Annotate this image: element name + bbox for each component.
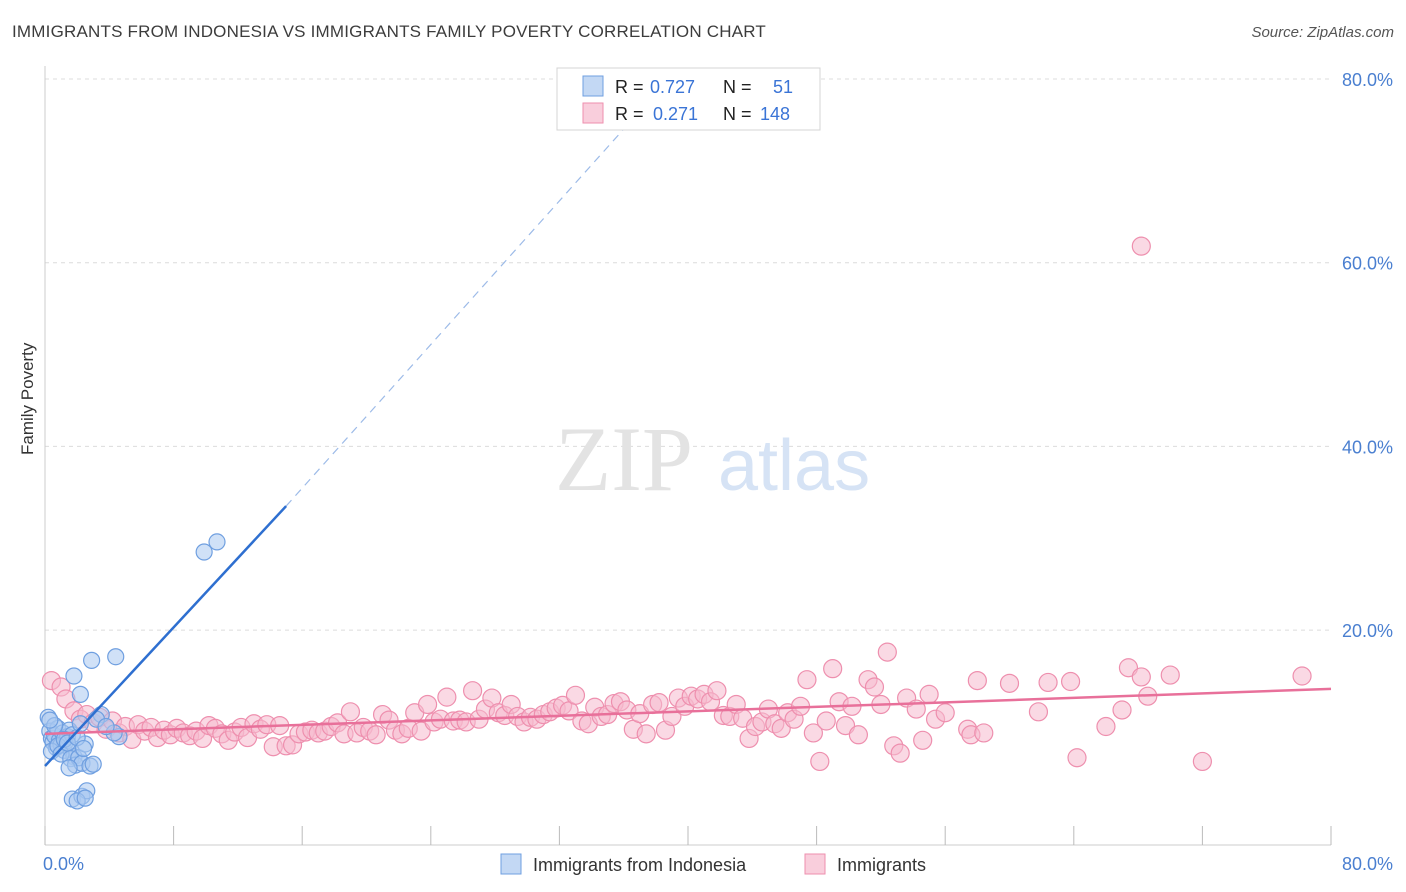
data-point [366,725,386,745]
legend: R = 0.727 N = 51 R = 0.271 N = 148 [556,67,821,131]
data-point [1292,666,1312,686]
data-point [83,651,101,669]
x-tick-label: 0.0% [43,854,84,874]
data-point [823,659,843,679]
data-point [1131,236,1151,256]
trend-layer [44,110,1332,767]
data-point [1060,671,1081,692]
data-point [1038,672,1058,693]
legend-r-value: 0.727 [650,77,695,97]
data-point [890,743,910,763]
data-point [1028,702,1049,722]
y-tick-label: 60.0% [1342,254,1393,274]
x-tick-label: 80.0% [1342,854,1393,874]
data-point [107,648,125,666]
y-tick-label: 80.0% [1342,70,1393,90]
data-point [1160,665,1180,685]
bottom-legend-swatch-immigrants [804,853,826,875]
data-point [913,730,933,750]
data-point [636,724,656,744]
data-point [76,789,94,807]
data-point [417,694,438,715]
data-point [208,533,226,551]
data-point [437,687,457,707]
data-point [565,685,586,705]
legend-r-value: 0.271 [653,104,698,124]
trend-line-indonesia-extension [285,110,641,507]
data-point [71,685,89,703]
grid-layer [45,78,1331,631]
series-immigrants [41,236,1312,772]
data-point [1131,667,1151,687]
data-point [816,711,836,731]
data-point [1112,700,1132,720]
data-point [707,681,727,701]
bottom-legend-label-indonesia: Immigrants from Indonesia [533,855,747,875]
legend-n-value: 148 [760,104,790,124]
legend-n-label: N = [723,104,752,124]
trend-line-immigrants [44,687,1332,736]
data-point [60,759,78,777]
data-point [803,723,823,743]
data-point [1096,716,1116,737]
chart-title: IMMIGRANTS FROM INDONESIA VS IMMIGRANTS … [12,22,766,41]
legend-n-label: N = [723,77,752,97]
data-point [84,755,102,773]
y-tick-label: 20.0% [1342,621,1393,641]
data-point [1192,751,1213,772]
data-point [41,711,59,729]
data-point [877,642,897,662]
legend-r-label: R = [615,77,644,97]
data-point [967,670,987,691]
trend-line-indonesia [44,505,288,767]
watermark-atlas: atlas [718,426,870,506]
series-immigrants-from-indonesia [39,533,226,810]
tick-labels: 20.0% 40.0% 60.0% 80.0% 0.0% 80.0% [43,70,1393,874]
data-point [935,703,955,723]
data-point [797,670,817,690]
watermark: ZIP atlas [555,408,870,510]
chart-source: Source: ZipAtlas.com [1251,24,1394,41]
legend-swatch-immigrants [582,102,604,124]
data-point [649,693,669,713]
legend-r-label: R = [615,104,644,124]
data-point [65,667,83,685]
data-point [810,751,830,772]
data-point [848,725,868,745]
data-point [462,681,483,701]
data-point [919,684,939,704]
watermark-zip: ZIP [555,408,693,510]
bottom-legend-label-immigrants: Immigrants [837,855,926,875]
data-point [340,702,361,722]
legend-n-value: 51 [773,77,793,97]
y-tick-label: 40.0% [1342,437,1393,457]
data-point [999,673,1020,693]
data-point [195,543,213,561]
data-point [74,739,93,758]
data-point [974,723,994,743]
data-point [1067,748,1087,768]
bottom-legend-swatch-indonesia [500,853,522,875]
data-point [864,677,885,697]
legend-swatch-indonesia [582,75,604,97]
bottom-legend: Immigrants from Indonesia Immigrants [500,853,926,875]
